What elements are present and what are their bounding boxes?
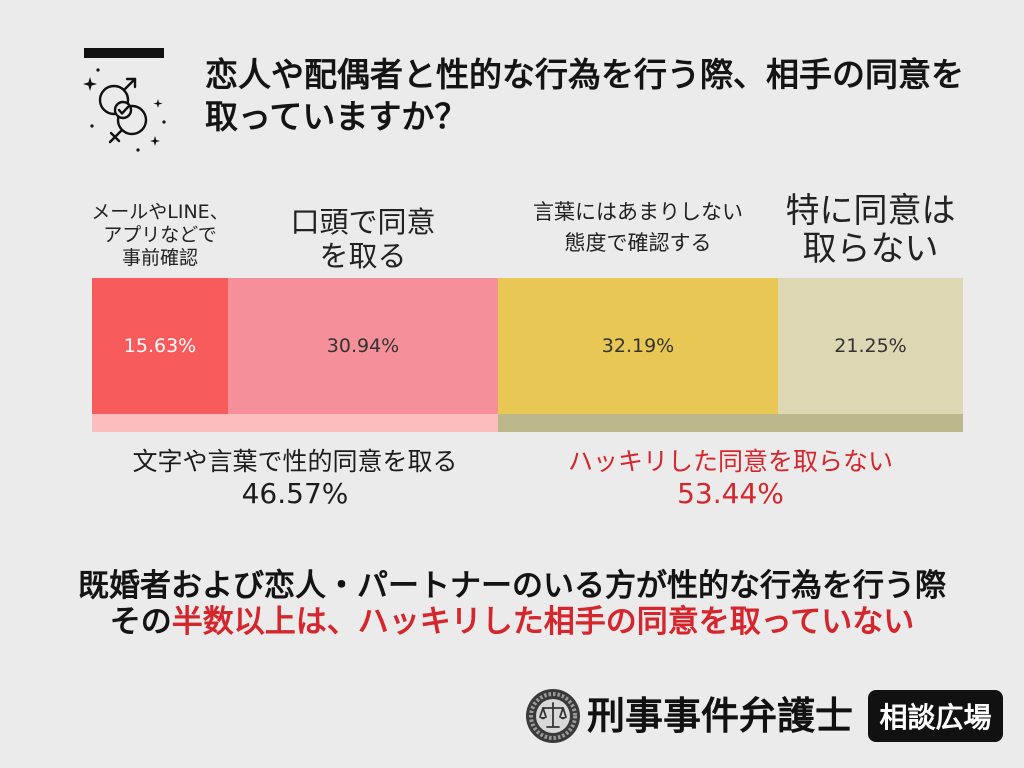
female-symbol — [108, 104, 148, 144]
conclusion-prefix: その — [109, 604, 172, 640]
conclusion-highlight: 半数以上は、ハッキリした相手の同意を取っていない — [171, 604, 915, 640]
group-total: 53.44% — [677, 477, 784, 510]
group-strip-explicit-consent — [92, 414, 498, 432]
brand-badge: 相談広場 — [868, 690, 1003, 742]
accent-bar — [84, 48, 164, 58]
category-label-no-consent: 特に同意は 取らない — [785, 191, 956, 269]
bar-segment-verbal-consent: 30.94% — [228, 278, 498, 414]
group-label-explicit-consent: 文字や言葉で性的同意を取る 46.57% — [75, 448, 515, 512]
group-strip-no-explicit-consent — [498, 414, 963, 432]
conclusion-text: 既婚者および恋人・パートナーのいる方が性的な行為を行う際 その半数以上は、ハッキ… — [0, 568, 1024, 640]
bar-segment-message-app-precheck: 15.63% — [92, 278, 228, 414]
scales-of-justice-emblem-icon — [526, 689, 580, 743]
conclusion-line-1: 既婚者および恋人・パートナーのいる方が性的な行為を行う際 — [78, 568, 946, 604]
category-label-attitude-check: 言葉にはあまりしない 態度で確認する — [533, 200, 743, 255]
category-label-verbal-consent: 口頭で同意 を取る — [290, 205, 436, 273]
bar-segment-attitude-check: 32.19% — [498, 278, 778, 414]
group-label-no-explicit-consent: ハッキリした同意を取らない 53.44% — [511, 448, 951, 512]
bar-segment-no-consent: 21.25% — [778, 278, 963, 414]
male-symbol — [98, 77, 137, 116]
gender-consent-check-icon — [83, 68, 166, 152]
bar-value-label: 21.25% — [834, 335, 907, 357]
check-mark — [113, 100, 133, 120]
group-total: 46.57% — [241, 477, 349, 510]
conclusion-line-2: その半数以上は、ハッキリした相手の同意を取っていない — [0, 604, 1024, 640]
bar-value-label: 15.63% — [123, 335, 197, 357]
scales-shape — [539, 702, 567, 728]
chart-title: 恋人や配偶者と性的な行為を行う際、相手の同意を 取っていますか？ — [205, 55, 964, 136]
group-name: 文字や言葉で性的同意を取る — [132, 447, 458, 476]
sparkles — [83, 68, 166, 152]
brand-name: 刑事事件弁護士 — [587, 694, 854, 738]
category-label-message-app-precheck: メールやLINE、 アプリなどで 事前確認 — [91, 201, 229, 269]
bar-value-label: 32.19% — [601, 335, 675, 357]
bar-value-label: 30.94% — [326, 335, 400, 357]
group-name: ハッキリした同意を取らない — [567, 447, 893, 476]
